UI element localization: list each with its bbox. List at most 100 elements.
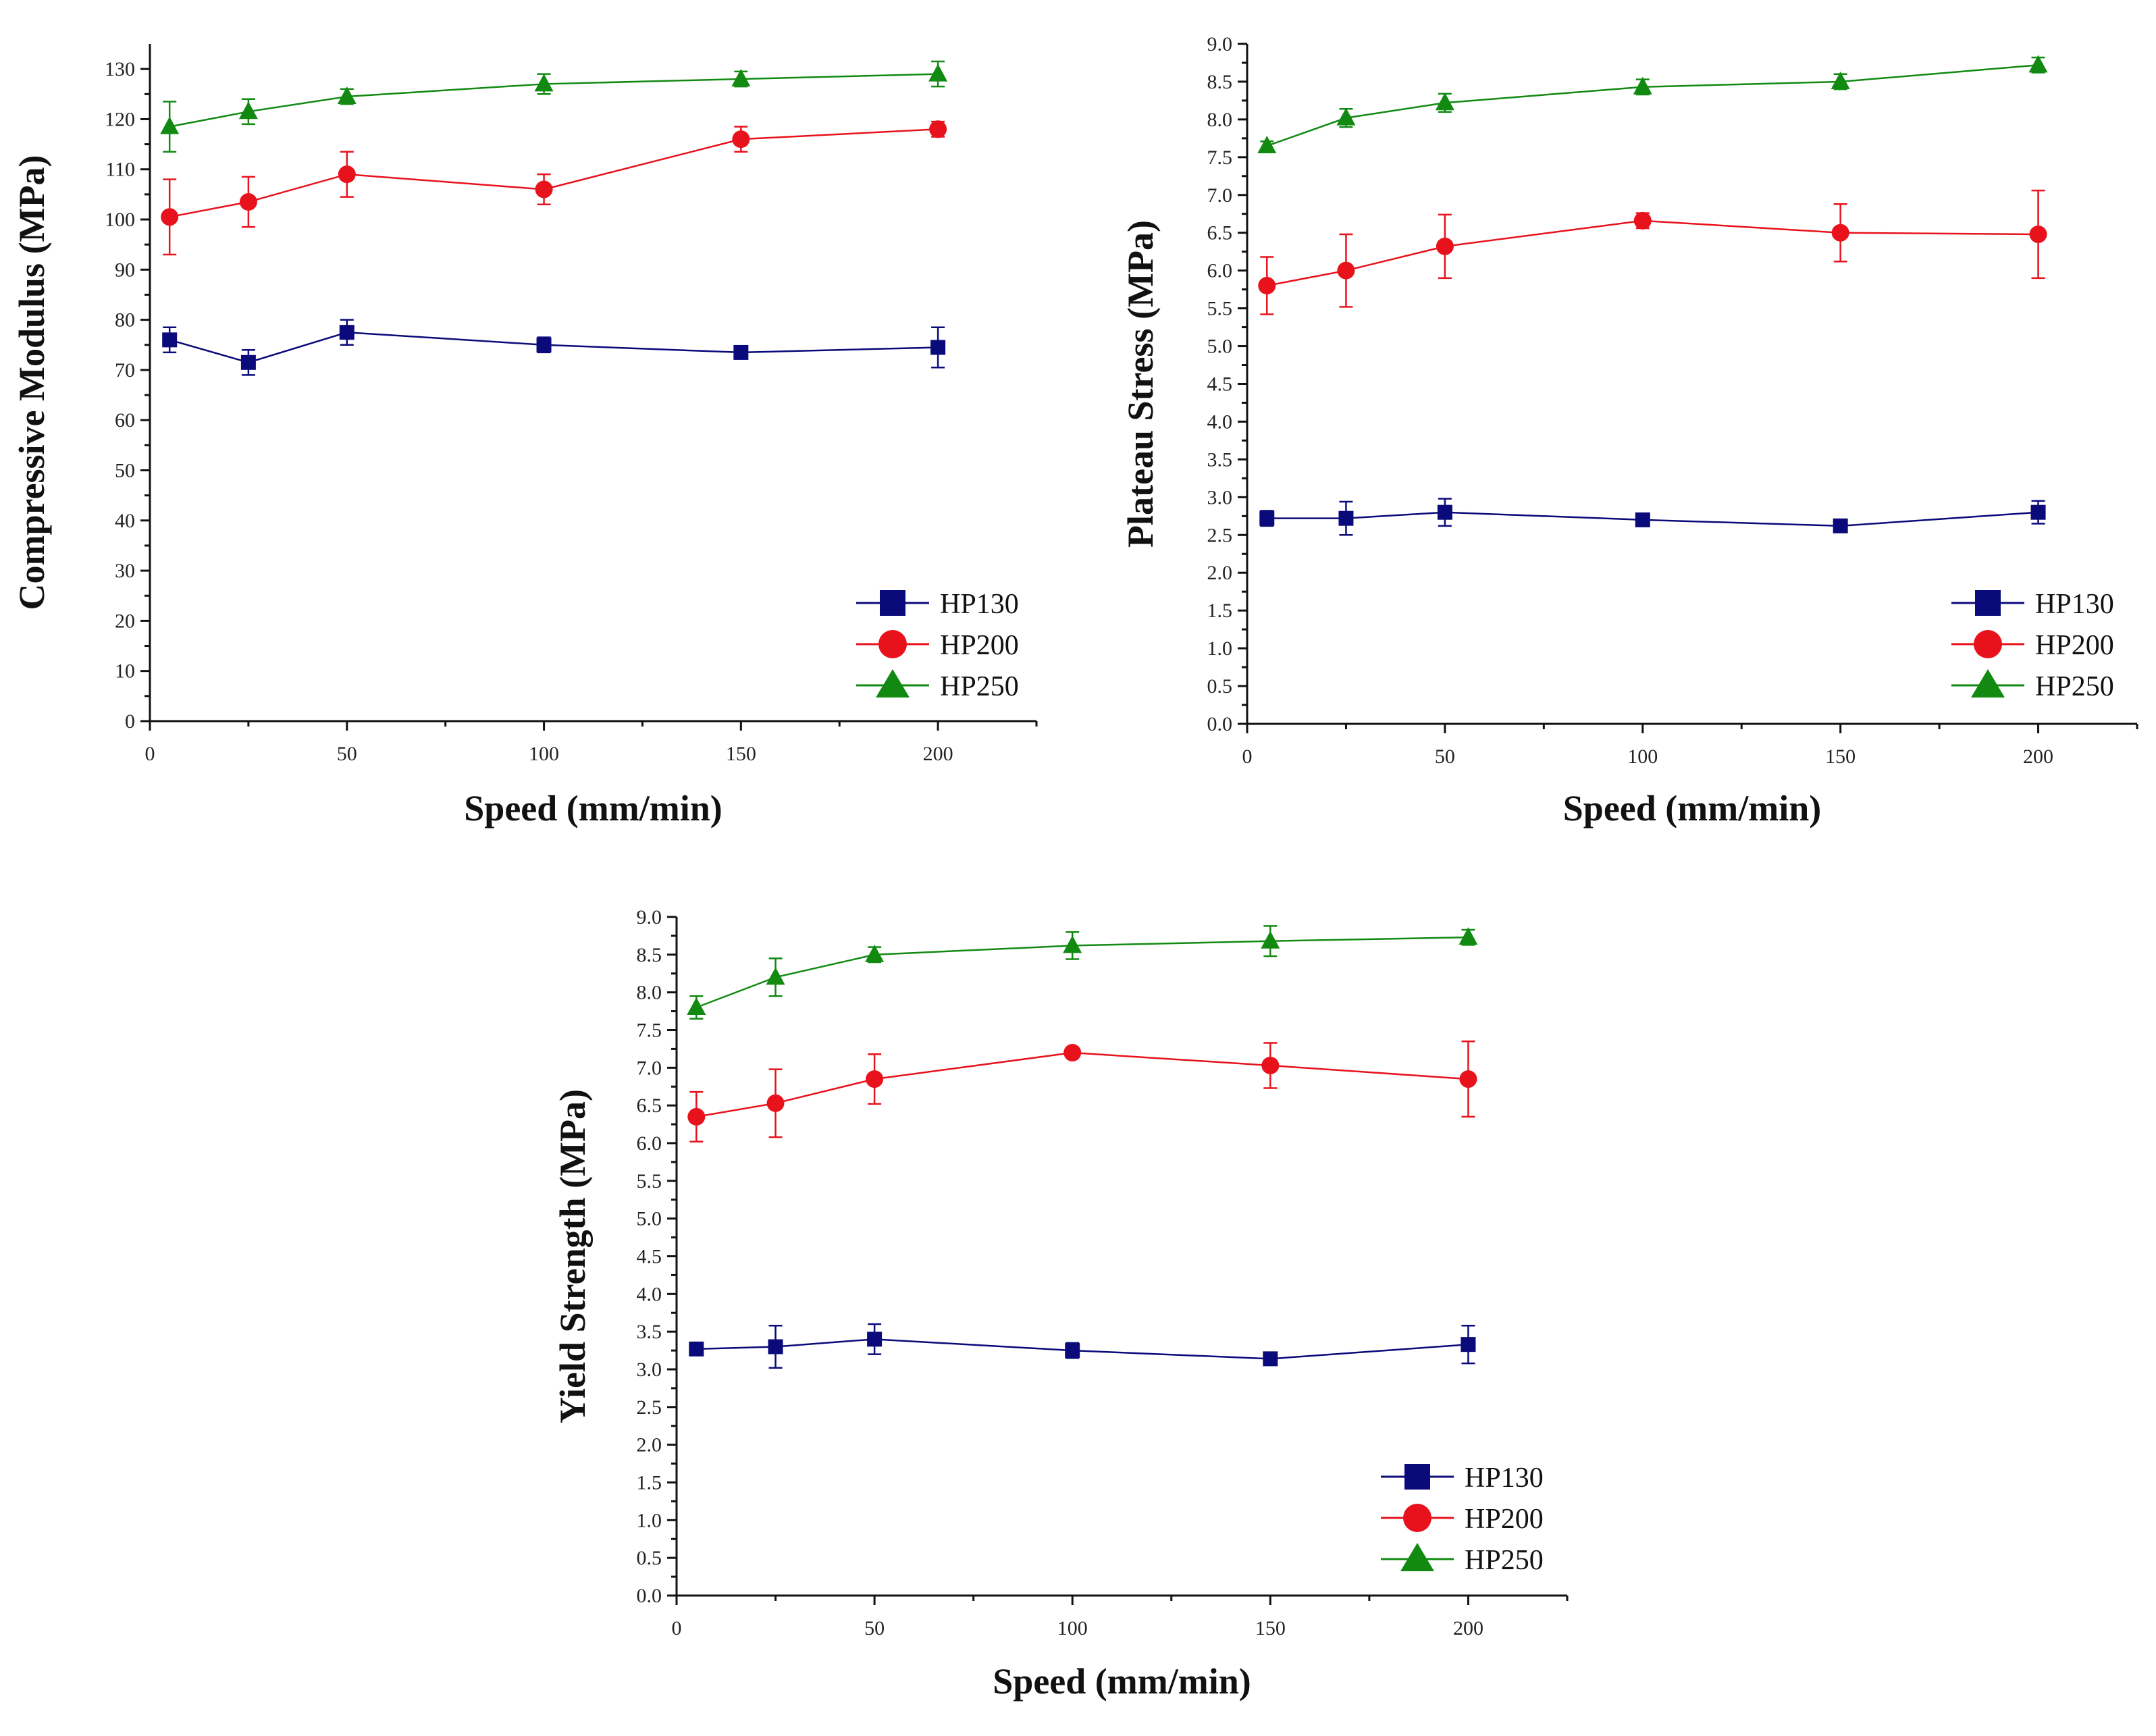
series-line-hp130 bbox=[1267, 511, 2039, 527]
y-tick-label: 0.0 bbox=[637, 1585, 662, 1607]
legend-label-hp250: HP250 bbox=[940, 671, 1019, 702]
legend-label-hp130: HP130 bbox=[1465, 1463, 1544, 1494]
data-point-hp200[interactable] bbox=[2029, 225, 2047, 243]
data-point-hp130[interactable] bbox=[1461, 1337, 1476, 1352]
y-tick-label: 0.0 bbox=[1207, 713, 1233, 735]
data-point-hp250[interactable] bbox=[534, 74, 554, 92]
y-tick-label: 9.0 bbox=[1207, 33, 1233, 55]
data-point-hp250[interactable] bbox=[731, 69, 751, 87]
data-point-hp130[interactable] bbox=[1263, 1351, 1278, 1367]
y-tick-label: 5.5 bbox=[1207, 298, 1233, 320]
data-point-hp200[interactable] bbox=[1633, 211, 1652, 230]
y-tick-label: 3.0 bbox=[1207, 486, 1233, 508]
y-tick-label: 5.0 bbox=[1207, 336, 1233, 358]
data-point-hp200[interactable] bbox=[1459, 1070, 1477, 1088]
data-point-hp130[interactable] bbox=[867, 1332, 883, 1347]
data-point-hp200[interactable] bbox=[866, 1070, 884, 1088]
data-point-hp130[interactable] bbox=[1065, 1343, 1080, 1359]
legend-marker-hp200 bbox=[1974, 630, 2002, 658]
legend-marker-hp200 bbox=[1403, 1504, 1431, 1532]
data-point-hp130[interactable] bbox=[536, 337, 552, 352]
data-point-hp250[interactable] bbox=[1257, 136, 1277, 154]
data-point-hp250[interactable] bbox=[160, 116, 180, 134]
legend-marker-hp200 bbox=[878, 630, 907, 658]
data-point-hp250[interactable] bbox=[1831, 71, 1850, 89]
data-point-hp250[interactable] bbox=[1633, 76, 1652, 95]
data-point-hp250[interactable] bbox=[1063, 935, 1082, 953]
data-point-hp250[interactable] bbox=[687, 997, 706, 1015]
y-axis-title: Yield Strength (MPa) bbox=[552, 1089, 593, 1423]
data-point-hp250[interactable] bbox=[238, 101, 258, 120]
data-point-hp130[interactable] bbox=[1437, 504, 1452, 520]
data-point-hp200[interactable] bbox=[1337, 261, 1355, 280]
series-hp250 bbox=[160, 60, 948, 153]
data-point-hp130[interactable] bbox=[689, 1341, 704, 1357]
data-point-hp130[interactable] bbox=[1338, 510, 1354, 526]
series-hp200 bbox=[1258, 189, 2047, 315]
data-point-hp250[interactable] bbox=[766, 967, 785, 985]
y-tick-label: 20 bbox=[115, 610, 135, 632]
y-tick-label: 50 bbox=[115, 460, 135, 482]
y-tick-label: 10 bbox=[115, 660, 135, 683]
y-tick-label: 0.5 bbox=[637, 1547, 662, 1569]
series-line-hp130 bbox=[169, 331, 939, 364]
legend-label-hp250: HP250 bbox=[2035, 671, 2114, 702]
data-point-hp130[interactable] bbox=[1833, 518, 1848, 533]
data-point-hp250[interactable] bbox=[865, 944, 885, 962]
data-point-hp250[interactable] bbox=[1336, 107, 1356, 126]
y-tick-label: 4.5 bbox=[637, 1246, 662, 1268]
series-hp250 bbox=[687, 925, 1478, 1020]
data-point-hp250[interactable] bbox=[1458, 927, 1478, 945]
legend: HP130 HP200 HP250 bbox=[1951, 589, 2114, 702]
x-tick-label: 0 bbox=[1242, 745, 1253, 768]
legend-marker-hp250 bbox=[1971, 669, 2005, 698]
data-point-hp200[interactable] bbox=[766, 1094, 785, 1112]
data-point-hp130[interactable] bbox=[930, 340, 946, 355]
data-point-hp200[interactable] bbox=[1063, 1044, 1082, 1061]
data-point-hp130[interactable] bbox=[733, 344, 749, 360]
y-tick-label: 80 bbox=[115, 309, 135, 332]
x-axis-title: Speed (mm/min) bbox=[993, 1661, 1251, 1702]
data-point-hp200[interactable] bbox=[687, 1107, 706, 1126]
data-point-hp250[interactable] bbox=[1435, 93, 1454, 111]
data-point-hp250[interactable] bbox=[2028, 55, 2048, 73]
x-tick-label: 100 bbox=[1627, 745, 1658, 768]
legend-marker-hp130 bbox=[1975, 590, 2001, 616]
y-tick-label: 3.5 bbox=[1207, 448, 1233, 471]
data-point-hp130[interactable] bbox=[768, 1339, 783, 1354]
data-point-hp250[interactable] bbox=[928, 63, 948, 82]
legend-label-hp130: HP130 bbox=[2035, 589, 2114, 620]
data-point-hp130[interactable] bbox=[339, 325, 354, 340]
y-tick-label: 7.0 bbox=[637, 1057, 662, 1079]
data-point-hp200[interactable] bbox=[1831, 223, 1849, 242]
data-point-hp250[interactable] bbox=[1261, 930, 1280, 949]
data-point-hp250[interactable] bbox=[337, 86, 357, 105]
y-tick-label: 5.5 bbox=[637, 1170, 662, 1192]
y-tick-label: 100 bbox=[105, 209, 135, 231]
data-point-hp200[interactable] bbox=[1436, 237, 1454, 255]
data-point-hp130[interactable] bbox=[1259, 510, 1275, 526]
data-point-hp200[interactable] bbox=[929, 120, 947, 138]
data-point-hp200[interactable] bbox=[732, 130, 750, 149]
data-point-hp130[interactable] bbox=[240, 354, 256, 370]
data-point-hp130[interactable] bbox=[2030, 504, 2046, 520]
y-tick-label: 6.5 bbox=[1207, 222, 1233, 244]
data-point-hp200[interactable] bbox=[161, 208, 179, 226]
series-line-hp250 bbox=[1266, 64, 2039, 147]
y-tick-label: 1.0 bbox=[637, 1509, 662, 1531]
y-tick-label: 90 bbox=[115, 259, 135, 281]
y-tick-label: 1.5 bbox=[637, 1472, 662, 1494]
x-tick-label: 150 bbox=[726, 743, 756, 765]
data-point-hp130[interactable] bbox=[162, 332, 178, 348]
data-point-hp200[interactable] bbox=[535, 180, 553, 199]
y-tick-label: 3.0 bbox=[637, 1359, 662, 1381]
data-point-hp200[interactable] bbox=[1258, 277, 1276, 295]
data-point-hp130[interactable] bbox=[1635, 512, 1650, 527]
legend-marker-hp130 bbox=[880, 590, 905, 616]
series-hp130 bbox=[689, 1323, 1476, 1369]
y-tick-label: 8.5 bbox=[637, 944, 662, 966]
data-point-hp200[interactable] bbox=[1261, 1056, 1280, 1074]
data-point-hp200[interactable] bbox=[239, 193, 257, 211]
data-point-hp200[interactable] bbox=[338, 165, 356, 184]
